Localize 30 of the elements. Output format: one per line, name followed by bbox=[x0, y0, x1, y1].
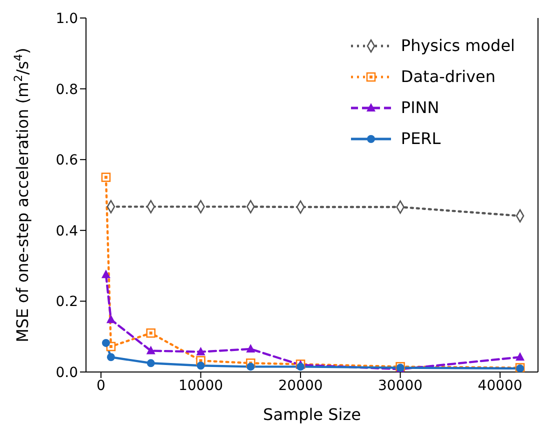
x-tick-label: 10000 bbox=[178, 378, 224, 394]
legend-label: Data-driven bbox=[400, 67, 496, 86]
y-tick-label: 1.0 bbox=[56, 10, 78, 27]
x-axis-title: Sample Size bbox=[263, 405, 361, 424]
legend-label: Physics model bbox=[400, 36, 515, 55]
point bbox=[196, 362, 205, 370]
y-tick-label: 0.4 bbox=[56, 223, 78, 240]
point bbox=[146, 359, 155, 368]
point bbox=[246, 344, 256, 352]
point bbox=[196, 346, 206, 356]
point bbox=[106, 314, 116, 324]
x-tick-label: 30000 bbox=[378, 378, 423, 394]
y-tick-label: 0.2 bbox=[56, 294, 78, 310]
x-tick-label: 20000 bbox=[278, 378, 323, 394]
y-tick-label: 0.6 bbox=[56, 152, 78, 169]
point bbox=[101, 270, 110, 278]
x-tick-label: 40000 bbox=[478, 378, 522, 394]
point bbox=[146, 346, 156, 354]
point bbox=[516, 352, 525, 361]
y-tick-label: 0.0 bbox=[56, 364, 78, 381]
point bbox=[101, 172, 111, 182]
point bbox=[146, 328, 156, 338]
point bbox=[296, 362, 305, 371]
point bbox=[106, 353, 115, 362]
point bbox=[246, 362, 255, 371]
x-tick-label: 0 bbox=[96, 378, 106, 394]
legend-label: PINN bbox=[400, 98, 440, 117]
point bbox=[102, 338, 110, 347]
legend-label: PERL bbox=[400, 129, 441, 148]
y-tick-label: 0.8 bbox=[56, 82, 78, 98]
